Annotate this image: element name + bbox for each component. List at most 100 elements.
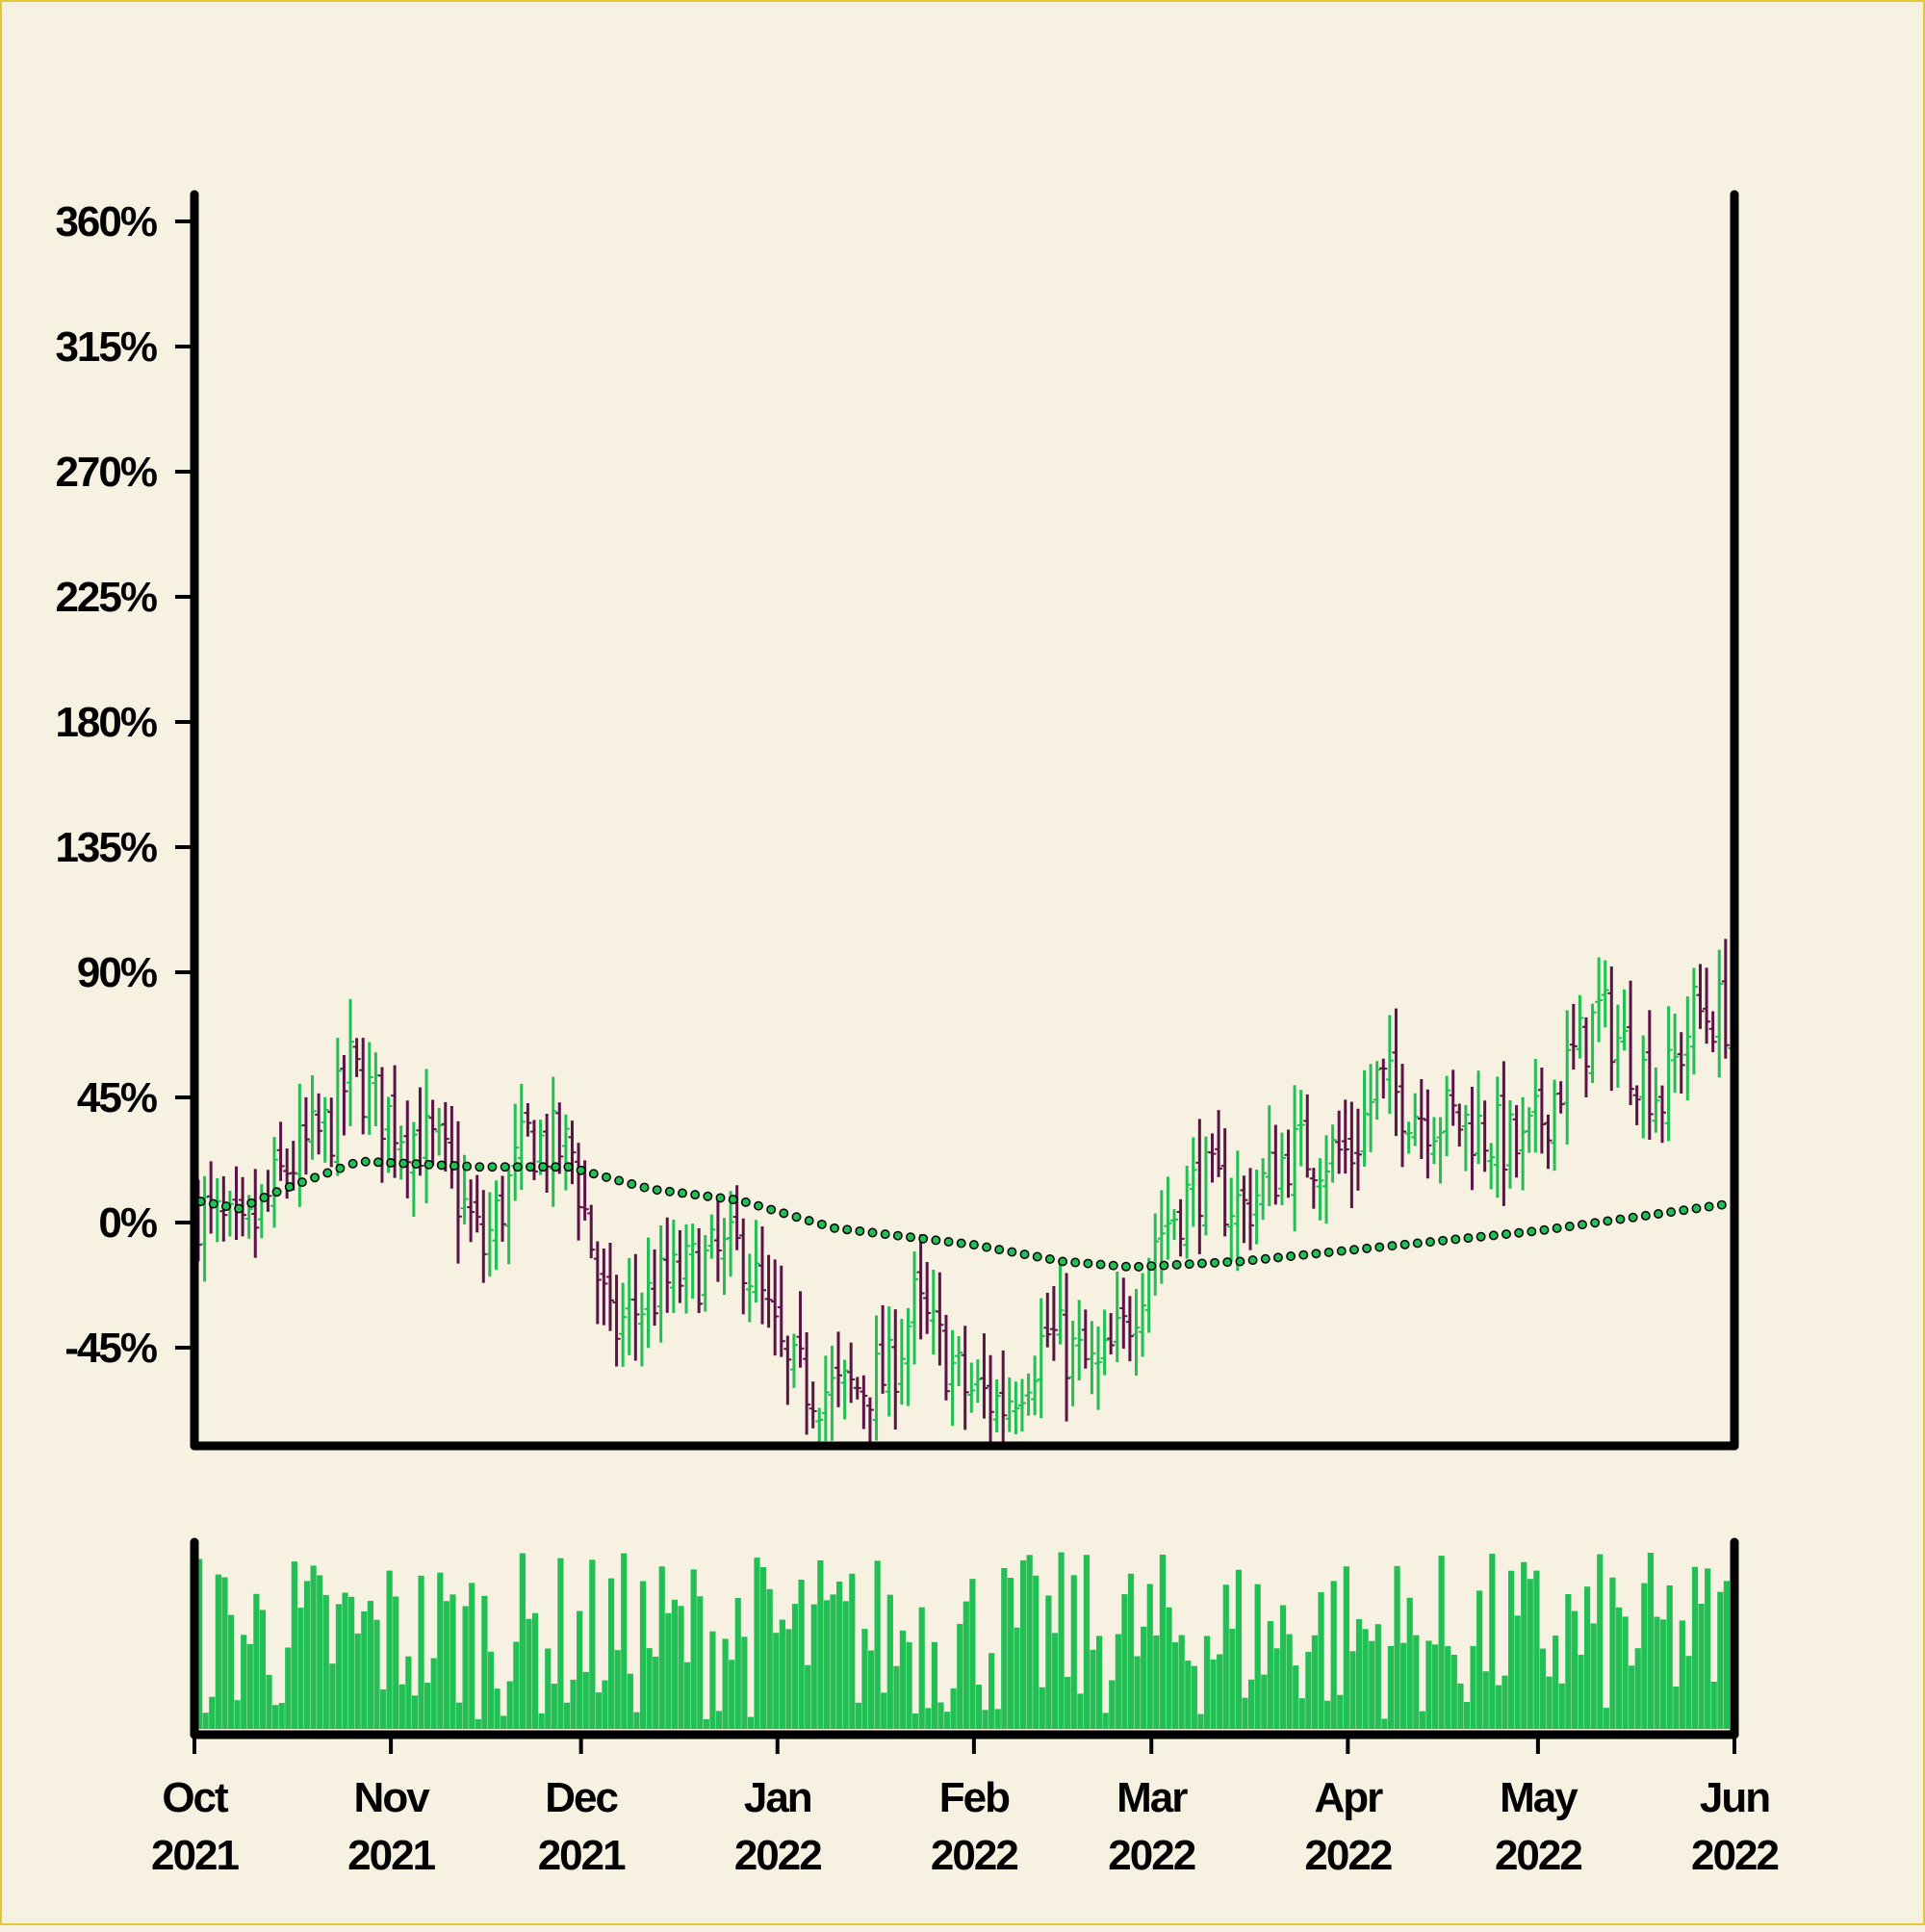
- y-tick-label: 180%: [55, 699, 156, 746]
- volume-bar: [1445, 1646, 1451, 1729]
- volume-bar: [621, 1553, 628, 1729]
- volume-bar: [994, 1709, 1001, 1729]
- volume-bar: [538, 1713, 545, 1729]
- volume-bar: [703, 1718, 709, 1729]
- moving-average-point: [1514, 1227, 1525, 1238]
- volume-bar: [785, 1629, 792, 1729]
- y-tick-label: 0%: [98, 1199, 156, 1247]
- moving-average-point: [1286, 1251, 1296, 1261]
- moving-average-point: [1235, 1256, 1245, 1267]
- volume-bar: [1629, 1665, 1635, 1729]
- volume-bar: [1578, 1655, 1584, 1729]
- volume-bar: [830, 1594, 836, 1729]
- volume-bar: [1673, 1686, 1680, 1729]
- moving-average-point: [918, 1233, 929, 1244]
- volume-bar: [1362, 1629, 1369, 1729]
- moving-average-point: [322, 1168, 333, 1178]
- moving-average-point: [855, 1225, 865, 1236]
- moving-average-point: [1019, 1249, 1030, 1259]
- moving-average-point: [614, 1175, 625, 1186]
- volume-bar: [1615, 1607, 1623, 1729]
- volume-bar: [449, 1594, 456, 1729]
- x-tick-label-year: 2022: [734, 1832, 821, 1879]
- volume-bar: [1222, 1584, 1229, 1729]
- volume-bar: [1698, 1603, 1705, 1729]
- volume-bar: [1438, 1556, 1445, 1729]
- moving-average-point: [791, 1212, 802, 1223]
- moving-average-point: [1564, 1222, 1575, 1231]
- volume-bar: [950, 1687, 957, 1729]
- moving-average-point: [1222, 1257, 1233, 1268]
- volume-bar: [246, 1643, 253, 1729]
- y-tick-label: 45%: [77, 1074, 157, 1121]
- volume-bar: [322, 1594, 329, 1729]
- volume-bar: [1654, 1616, 1660, 1729]
- moving-average-point: [982, 1242, 991, 1252]
- volume-bar: [342, 1592, 348, 1729]
- moving-average-point: [1679, 1205, 1689, 1216]
- moving-average-point: [1196, 1258, 1207, 1269]
- volume-bar: [317, 1575, 323, 1729]
- moving-average-point: [754, 1200, 763, 1211]
- volume-bar: [1710, 1681, 1717, 1729]
- volume-bar: [918, 1607, 925, 1729]
- volume-bar: [196, 1558, 203, 1729]
- volume-bar: [475, 1718, 481, 1729]
- moving-average-point: [296, 1177, 307, 1188]
- moving-average-point: [1044, 1254, 1055, 1264]
- volume-bar: [297, 1608, 304, 1729]
- volume-bar: [805, 1664, 811, 1729]
- moving-average-point: [1578, 1220, 1587, 1230]
- moving-average-point: [538, 1162, 549, 1172]
- volume-bar: [709, 1631, 716, 1729]
- moving-average-point: [1552, 1223, 1562, 1233]
- y-tick-label: 360%: [55, 198, 156, 245]
- volume-bar: [1267, 1621, 1273, 1729]
- volume-bar: [1622, 1616, 1629, 1729]
- x-tick-label-month: Apr: [1314, 1774, 1383, 1821]
- volume-bar: [1659, 1619, 1667, 1729]
- volume-bar: [982, 1710, 988, 1729]
- volume-bar: [1514, 1615, 1521, 1729]
- volume-bar: [1279, 1605, 1287, 1729]
- volume-bar: [836, 1581, 843, 1729]
- moving-average-series: [195, 1156, 1727, 1272]
- x-tick-label-month: Dec: [545, 1774, 618, 1821]
- volume-bar: [259, 1610, 267, 1729]
- volume-bar: [462, 1606, 469, 1729]
- volume-bar: [469, 1583, 475, 1729]
- volume-bar: [1539, 1648, 1547, 1729]
- moving-average-point: [880, 1229, 890, 1240]
- moving-average-point: [1463, 1233, 1474, 1244]
- volume-bar: [988, 1653, 995, 1729]
- volume-bar: [1115, 1634, 1121, 1729]
- y-tick-label: 135%: [55, 824, 156, 871]
- moving-average-point: [1171, 1259, 1182, 1270]
- volume-bar: [1178, 1635, 1185, 1729]
- moving-average-point: [906, 1232, 915, 1243]
- moving-average-point: [1450, 1234, 1461, 1245]
- volume-bar: [766, 1588, 773, 1729]
- volume-bar: [855, 1702, 861, 1729]
- volume-bar: [443, 1601, 449, 1729]
- moving-average-point: [360, 1156, 371, 1167]
- volume-bar: [563, 1702, 571, 1729]
- moving-average-point: [1666, 1207, 1677, 1218]
- moving-average-point: [867, 1227, 878, 1238]
- volume-bar: [1355, 1618, 1363, 1729]
- volume-bar: [379, 1689, 387, 1729]
- moving-average-point: [1058, 1256, 1068, 1267]
- volume-bar: [683, 1662, 691, 1729]
- volume-bar: [639, 1581, 647, 1729]
- volume-bar: [272, 1705, 279, 1729]
- volume-bar: [1051, 1633, 1059, 1729]
- moving-average-point: [1083, 1258, 1093, 1269]
- volume-bar: [1647, 1553, 1655, 1729]
- volume-bar: [500, 1715, 507, 1729]
- volume-bar: [658, 1566, 665, 1729]
- volume-bar: [202, 1713, 209, 1729]
- volume-bar: [424, 1683, 431, 1729]
- moving-average-point: [284, 1181, 295, 1192]
- volume-bar: [881, 1692, 887, 1729]
- volume-bar: [1197, 1713, 1204, 1729]
